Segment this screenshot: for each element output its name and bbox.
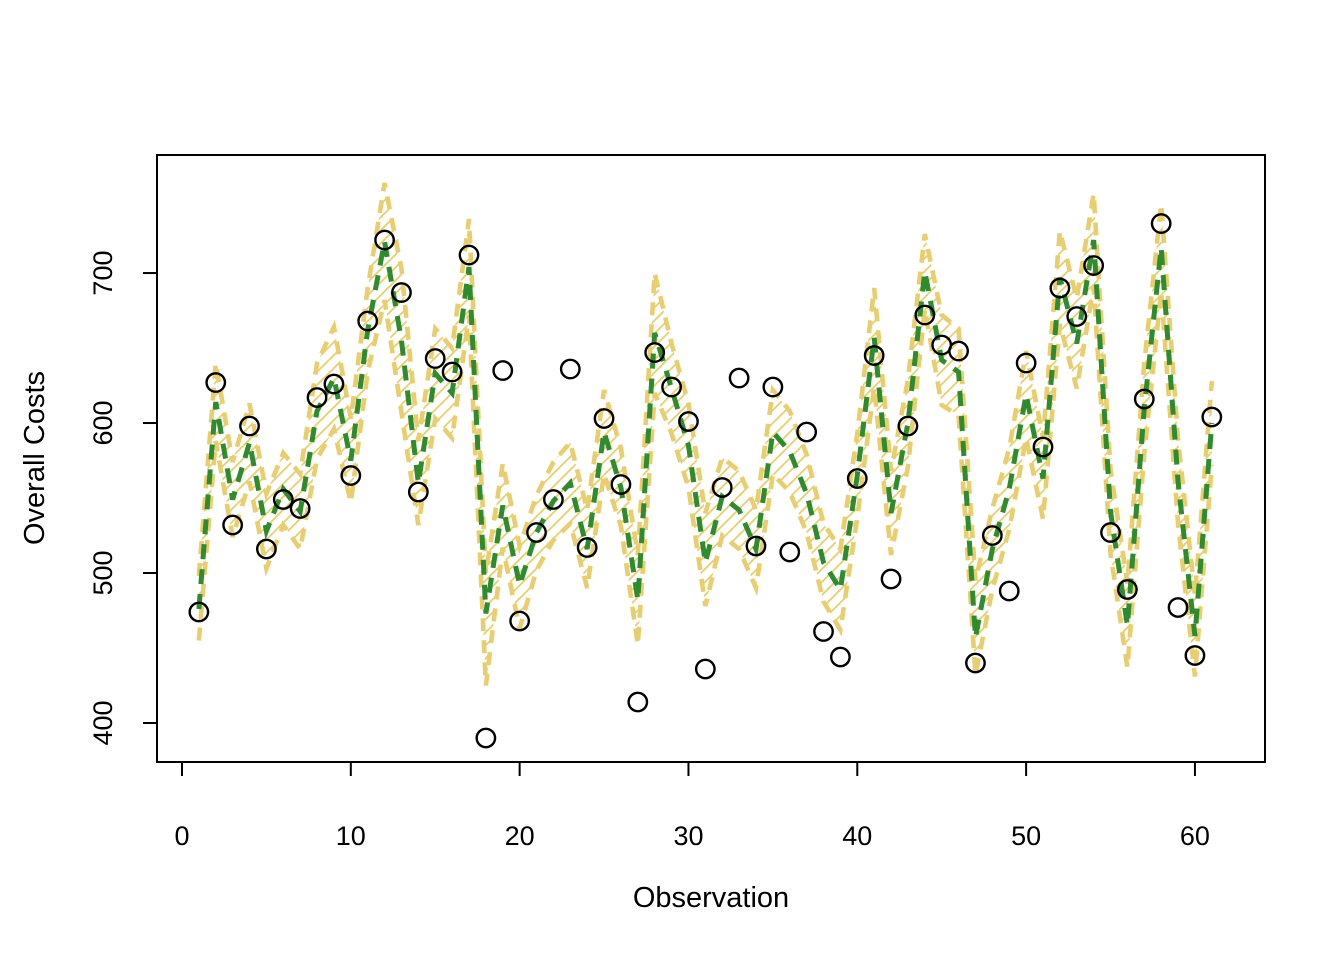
data-point-circle	[526, 522, 547, 543]
data-point-circle	[711, 477, 733, 498]
data-point-circle	[306, 387, 328, 408]
data-points-layer	[188, 213, 1223, 749]
data-point-circle	[914, 304, 936, 326]
y-tick-label: 700	[88, 251, 118, 296]
data-point-circle	[424, 348, 446, 369]
data-point-circle	[543, 489, 564, 510]
x-tick-label: 40	[842, 821, 872, 851]
data-point-circle	[1015, 352, 1037, 374]
x-tick-label: 60	[1180, 821, 1210, 851]
data-point-circle	[492, 360, 514, 381]
data-point-circle	[1184, 645, 1206, 666]
data-point-circle	[627, 691, 649, 713]
data-point-circle	[830, 646, 851, 668]
plot-box	[156, 154, 1266, 763]
data-point-circle	[644, 342, 666, 363]
data-point-circle	[1117, 579, 1138, 600]
data-point-circle	[239, 415, 260, 437]
data-point-circle	[188, 601, 210, 623]
data-point-circle	[1083, 255, 1105, 276]
data-point-circle	[458, 244, 480, 266]
data-point-circle	[1049, 277, 1071, 299]
data-point-circle	[965, 652, 986, 674]
y-tick-label: 400	[88, 700, 118, 745]
data-point-circle	[357, 310, 379, 332]
data-point-circle	[1066, 306, 1088, 327]
data-point-circle	[509, 610, 531, 632]
data-point-circle	[391, 282, 412, 303]
x-tick-label: 50	[1011, 821, 1041, 851]
y-axis-title: Overall Costs	[19, 371, 51, 545]
x-tick-label: 20	[505, 821, 535, 851]
data-point-circle	[205, 372, 227, 393]
data-point-circle	[1032, 436, 1054, 458]
data-point-circle	[897, 415, 919, 437]
data-point-circle	[323, 373, 345, 395]
interval-hatch-fill	[198, 183, 1212, 686]
data-point-circle	[222, 514, 244, 536]
data-point-circle	[661, 376, 682, 398]
data-point-circle	[1133, 388, 1155, 410]
data-point-circle	[762, 376, 784, 398]
data-point-circle	[846, 468, 868, 489]
data-point-circle	[255, 538, 277, 560]
data-point-circle	[779, 541, 801, 563]
data-point-circle	[998, 580, 1020, 602]
y-tick-label: 500	[88, 550, 118, 595]
data-point-circle	[441, 361, 463, 383]
data-point-circle	[1100, 522, 1121, 543]
data-point-circle	[813, 621, 834, 642]
data-point-circle	[1167, 597, 1189, 618]
data-point-circle	[694, 658, 716, 680]
data-point-circle	[610, 474, 632, 495]
data-point-circle	[407, 481, 429, 503]
data-point-circle	[593, 408, 615, 429]
data-point-circle	[880, 568, 902, 590]
data-point-circle	[863, 345, 885, 366]
data-point-circle	[272, 489, 294, 510]
data-point-circle	[1201, 406, 1223, 428]
data-point-circle	[678, 411, 699, 432]
data-point-circle	[1150, 213, 1172, 234]
data-point-circle	[796, 421, 818, 443]
x-tick-label: 0	[174, 821, 189, 851]
x-tick-label: 30	[673, 821, 703, 851]
prediction-interval-band-layer	[196, 182, 1215, 686]
axes-layer: 0 10 20 30 40 50 60 400 500 600 700	[88, 154, 1266, 851]
data-point-circle	[559, 358, 581, 380]
data-point-circle	[340, 465, 362, 486]
data-point-circle	[948, 340, 969, 362]
data-point-circle	[576, 537, 598, 558]
data-point-circle	[475, 727, 497, 749]
data-point-circle	[728, 367, 750, 389]
x-axis-title: Observation	[633, 882, 789, 914]
data-point-circle	[745, 535, 767, 557]
data-point-circle	[981, 525, 1003, 546]
lower-bound-line	[196, 286, 1215, 686]
y-tick-label: 600	[88, 400, 118, 445]
data-point-circle	[374, 229, 395, 251]
x-tick-label: 10	[336, 821, 366, 851]
data-point-circle	[289, 498, 311, 519]
